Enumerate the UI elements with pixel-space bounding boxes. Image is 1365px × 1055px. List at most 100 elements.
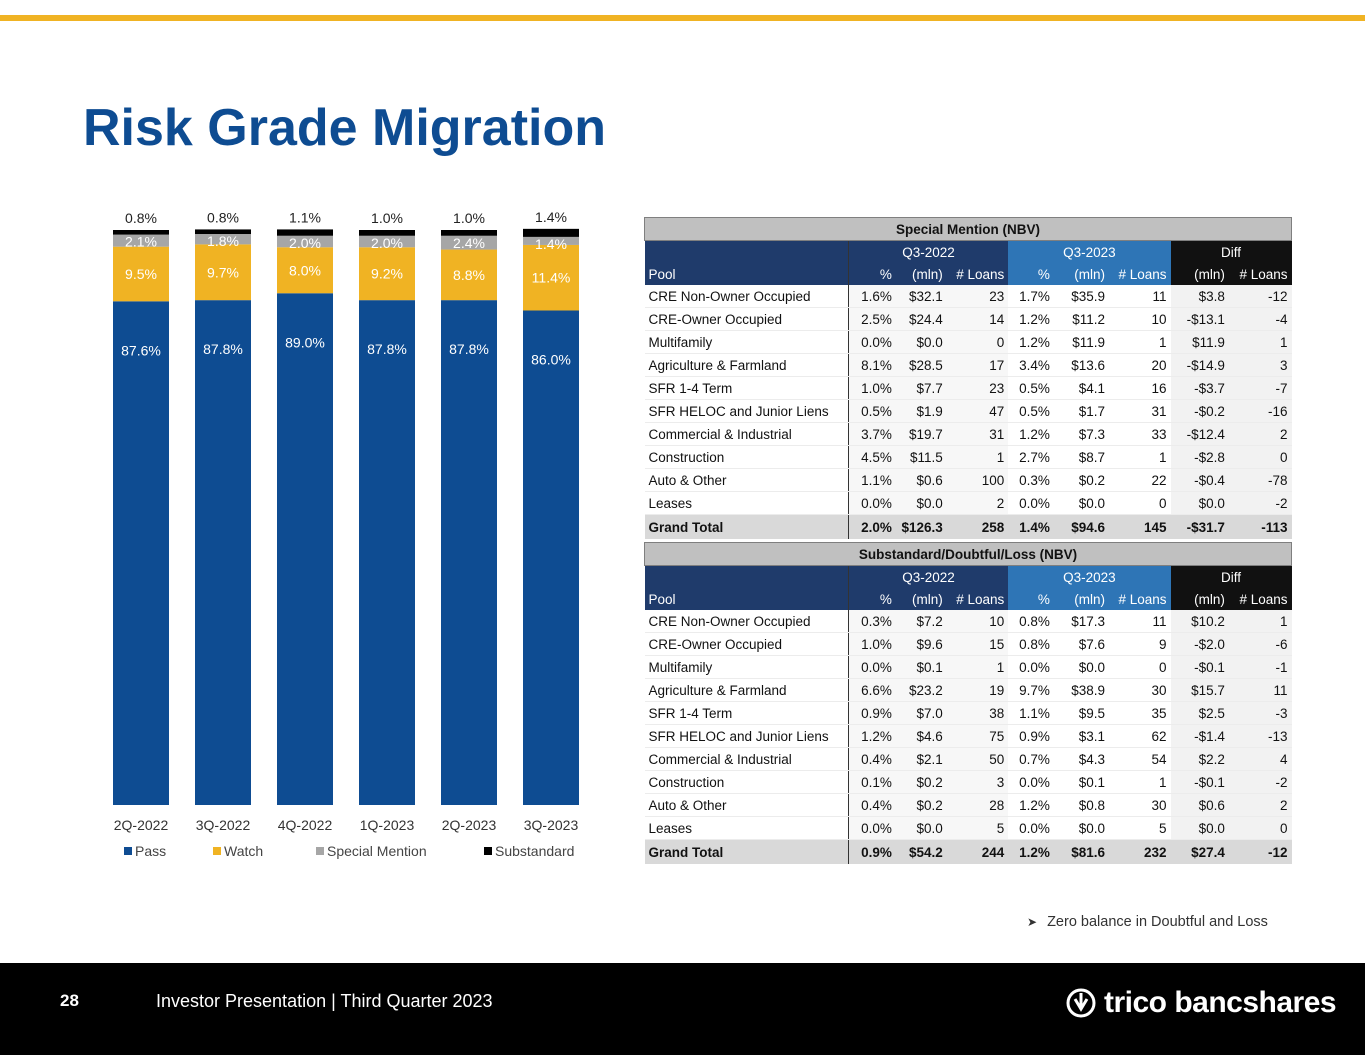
table-cell: $1.7 [1053,399,1110,423]
table-cell: $0.0 [1170,816,1229,840]
bar-substandard-4q-2022 [277,229,333,236]
bar-watch-4q-2022 [277,247,333,294]
total-cell: -12 [1228,839,1292,864]
table-row: Construction 0.1% $0.2 3 0.0% $0.1 1 -$0.1 -2 [644,770,1292,794]
table-cell: Multifamily [644,330,849,354]
total-cell: -$31.7 [1170,514,1229,539]
total-cell: $94.6 [1053,514,1110,539]
column-header: # Loans [1109,588,1171,610]
group-header: Q3-2023 [1008,240,1171,263]
footnote-text: Zero balance in Doubtful and Loss [1047,914,1268,930]
legend-swatch [213,847,221,855]
table-cell: $3.8 [1170,285,1229,308]
column-header: # Loans [1228,263,1292,285]
table-cell: $0.1 [895,655,947,679]
data-label: 2.0% [371,235,403,251]
data-label: 1.1% [289,209,321,225]
table-row: Agriculture & Farmland 8.1% $28.5 17 3.4% $13… [644,353,1292,377]
table-cell: -2 [1228,770,1292,794]
table-cell: $2.2 [1170,747,1229,771]
substandard-table: Substandard/Doubtful/Loss (NBV) Q3-2022 Q3… [644,542,1292,864]
table-cell: $8.7 [1053,445,1110,469]
table-cell: -16 [1228,399,1292,423]
group-header: Q3-2023 [1008,565,1171,588]
table-cell: $2.5 [1170,701,1229,725]
data-label: 87.8% [449,341,489,357]
table-cell: 11 [1109,285,1171,308]
x-tick-label: 2Q-2023 [442,817,497,833]
table-row: SFR 1-4 Term 1.0% $7.7 23 0.5% $4.1 16 -$3.7 -7 [644,376,1292,400]
table-cell: 38 [946,701,1009,725]
bar-pass-2q-2022 [113,301,169,805]
data-label: 2.4% [453,235,485,251]
table-cell: -$3.7 [1170,376,1229,400]
table-cell: -78 [1228,468,1292,492]
bar-watch-3q-2023 [523,244,579,311]
table-cell: 11 [1228,678,1292,702]
table-cell: $7.0 [895,701,947,725]
table-cell: 33 [1109,422,1171,446]
table-cell: 9.7% [1008,678,1054,702]
total-cell: Grand Total [644,514,849,539]
table-cell: $35.9 [1053,285,1110,308]
table-cell: $0.0 [1053,816,1110,840]
bar-pass-3q-2023 [523,310,579,805]
table-cell: CRE Non-Owner Occupied [644,610,849,633]
bar-special-mention-2q-2023 [441,235,497,250]
table-cell: 100 [946,468,1009,492]
column-header: % [847,263,896,285]
bar-substandard-2q-2022 [113,230,169,235]
table-cell: CRE-Owner Occupied [644,307,849,331]
table-cell: 1.2% [1008,793,1054,817]
column-header: # Loans [1228,588,1292,610]
total-cell: 232 [1109,839,1171,864]
table-cell: 23 [946,376,1009,400]
company-logo: trico bancshares [1066,983,1337,1023]
legend-entry: Pass [135,843,166,859]
table-cell: $23.2 [895,678,947,702]
data-label: 86.0% [531,352,571,368]
table-cell: -$0.1 [1170,655,1229,679]
table-cell: $0.6 [1170,793,1229,817]
table-row: SFR HELOC and Junior Liens 1.2% $4.6 75 0.9%… [644,724,1292,748]
data-label: 9.2% [371,266,403,282]
table-cell: 0.9% [847,701,896,725]
table-cell: 2 [946,491,1009,515]
table-row: Leases 0.0% $0.0 5 0.0% $0.0 5 $0.0 0 [644,816,1292,840]
table-cell: 50 [946,747,1009,771]
bar-substandard-1q-2023 [359,230,415,236]
table-cell: 1.1% [847,468,896,492]
table-cell: -$12.4 [1170,422,1229,446]
total-cell: 1.2% [1008,839,1054,864]
table-cell: SFR HELOC and Junior Liens [644,399,849,423]
table-cell: 10 [1109,307,1171,331]
table-cell: 0.5% [847,399,896,423]
column-header: % [847,588,896,610]
table-cell: 2 [1228,422,1292,446]
table-cell: $17.3 [1053,610,1110,633]
table-cell: 0 [1109,491,1171,515]
table-cell: Leases [644,816,849,840]
footer-text: Investor Presentation | Third Quarter 20… [156,991,493,1011]
column-header: (mln) [1170,588,1229,610]
group-header: Q3-2022 [847,240,1009,263]
column-header: % [1008,588,1054,610]
table-cell: $7.3 [1053,422,1110,446]
footer-bar: 28 Investor Presentation | Third Quarter… [0,963,1365,1055]
bar-watch-3q-2022 [195,244,251,301]
table-title: Special Mention (NBV) [644,217,1292,241]
data-label: 87.8% [367,341,407,357]
arrow-bullet-icon: ➤ [1027,915,1038,929]
table-cell: SFR HELOC and Junior Liens [644,724,849,748]
data-label: 2.1% [125,234,157,250]
special-mention-table: Special Mention (NBV) Q3-2022 Q3-2023 Diff P… [644,217,1292,539]
table-cell: $11.2 [1053,307,1110,331]
data-label: 1.4% [535,236,567,252]
data-label: 2.0% [289,235,321,251]
table-cell: 0 [1228,445,1292,469]
table-cell: 0.3% [1008,468,1054,492]
table-cell: 0 [1109,655,1171,679]
table-cell: 0.5% [1008,376,1054,400]
table-cell: 3 [1228,353,1292,377]
group-header-blank [644,240,849,263]
